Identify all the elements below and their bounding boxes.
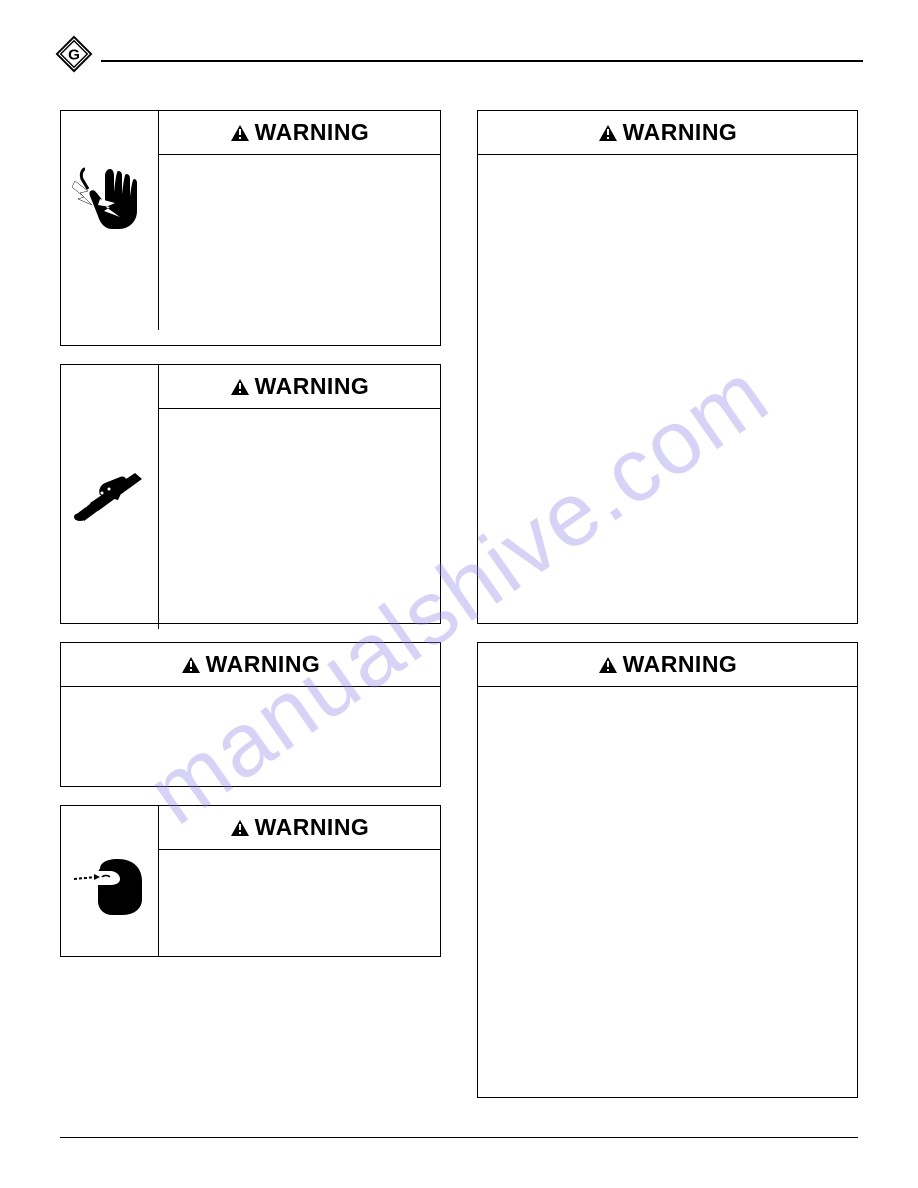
- warning-box: WARNING: [60, 110, 441, 346]
- alert-triangle-icon: [230, 124, 250, 142]
- warning-label: WARNING: [255, 814, 370, 841]
- warning-title: WARNING: [159, 365, 440, 409]
- footer-rule: [60, 1137, 858, 1138]
- pinch-hazard-icon: [70, 455, 150, 535]
- warning-box: WARNING: [60, 642, 441, 787]
- warning-title: WARNING: [478, 111, 857, 155]
- warning-title: WARNING: [61, 643, 440, 687]
- warning-title: WARNING: [159, 111, 440, 155]
- hazard-icon-cell: [61, 806, 159, 956]
- hazard-icon-cell: [61, 365, 159, 629]
- right-column: WARNING WARNING: [477, 110, 858, 1098]
- warning-label: WARNING: [255, 373, 370, 400]
- warning-body: [159, 409, 440, 629]
- logo-badge: G: [55, 35, 93, 73]
- warning-label: WARNING: [255, 119, 370, 146]
- warning-box: WARNING: [477, 642, 858, 1098]
- alert-triangle-icon: [181, 656, 201, 674]
- left-column: WARNING: [60, 110, 441, 1098]
- warning-title: WARNING: [478, 643, 857, 687]
- svg-text:G: G: [68, 47, 80, 64]
- warning-body: [61, 687, 440, 787]
- warning-body: [478, 687, 857, 1097]
- warning-box: WARNING: [60, 805, 441, 957]
- warning-label: WARNING: [623, 119, 738, 146]
- header-rule: [101, 60, 863, 62]
- hazard-icon-cell: [61, 111, 159, 330]
- alert-triangle-icon: [598, 656, 618, 674]
- warning-body: [159, 850, 440, 956]
- warning-title: WARNING: [159, 806, 440, 850]
- alert-triangle-icon: [598, 124, 618, 142]
- alert-triangle-icon: [230, 819, 250, 837]
- electric-shock-hand-icon: [70, 161, 150, 241]
- eye-protection-icon: [70, 846, 150, 926]
- warning-body: [159, 155, 440, 330]
- warning-body: [478, 155, 857, 623]
- warning-label: WARNING: [623, 651, 738, 678]
- alert-triangle-icon: [230, 378, 250, 396]
- warning-label: WARNING: [206, 651, 321, 678]
- page-header: G: [55, 35, 863, 73]
- warning-box: WARNING: [60, 364, 441, 624]
- content-area: WARNING: [60, 110, 858, 1098]
- diamond-logo-icon: G: [55, 35, 93, 73]
- warning-box: WARNING: [477, 110, 858, 624]
